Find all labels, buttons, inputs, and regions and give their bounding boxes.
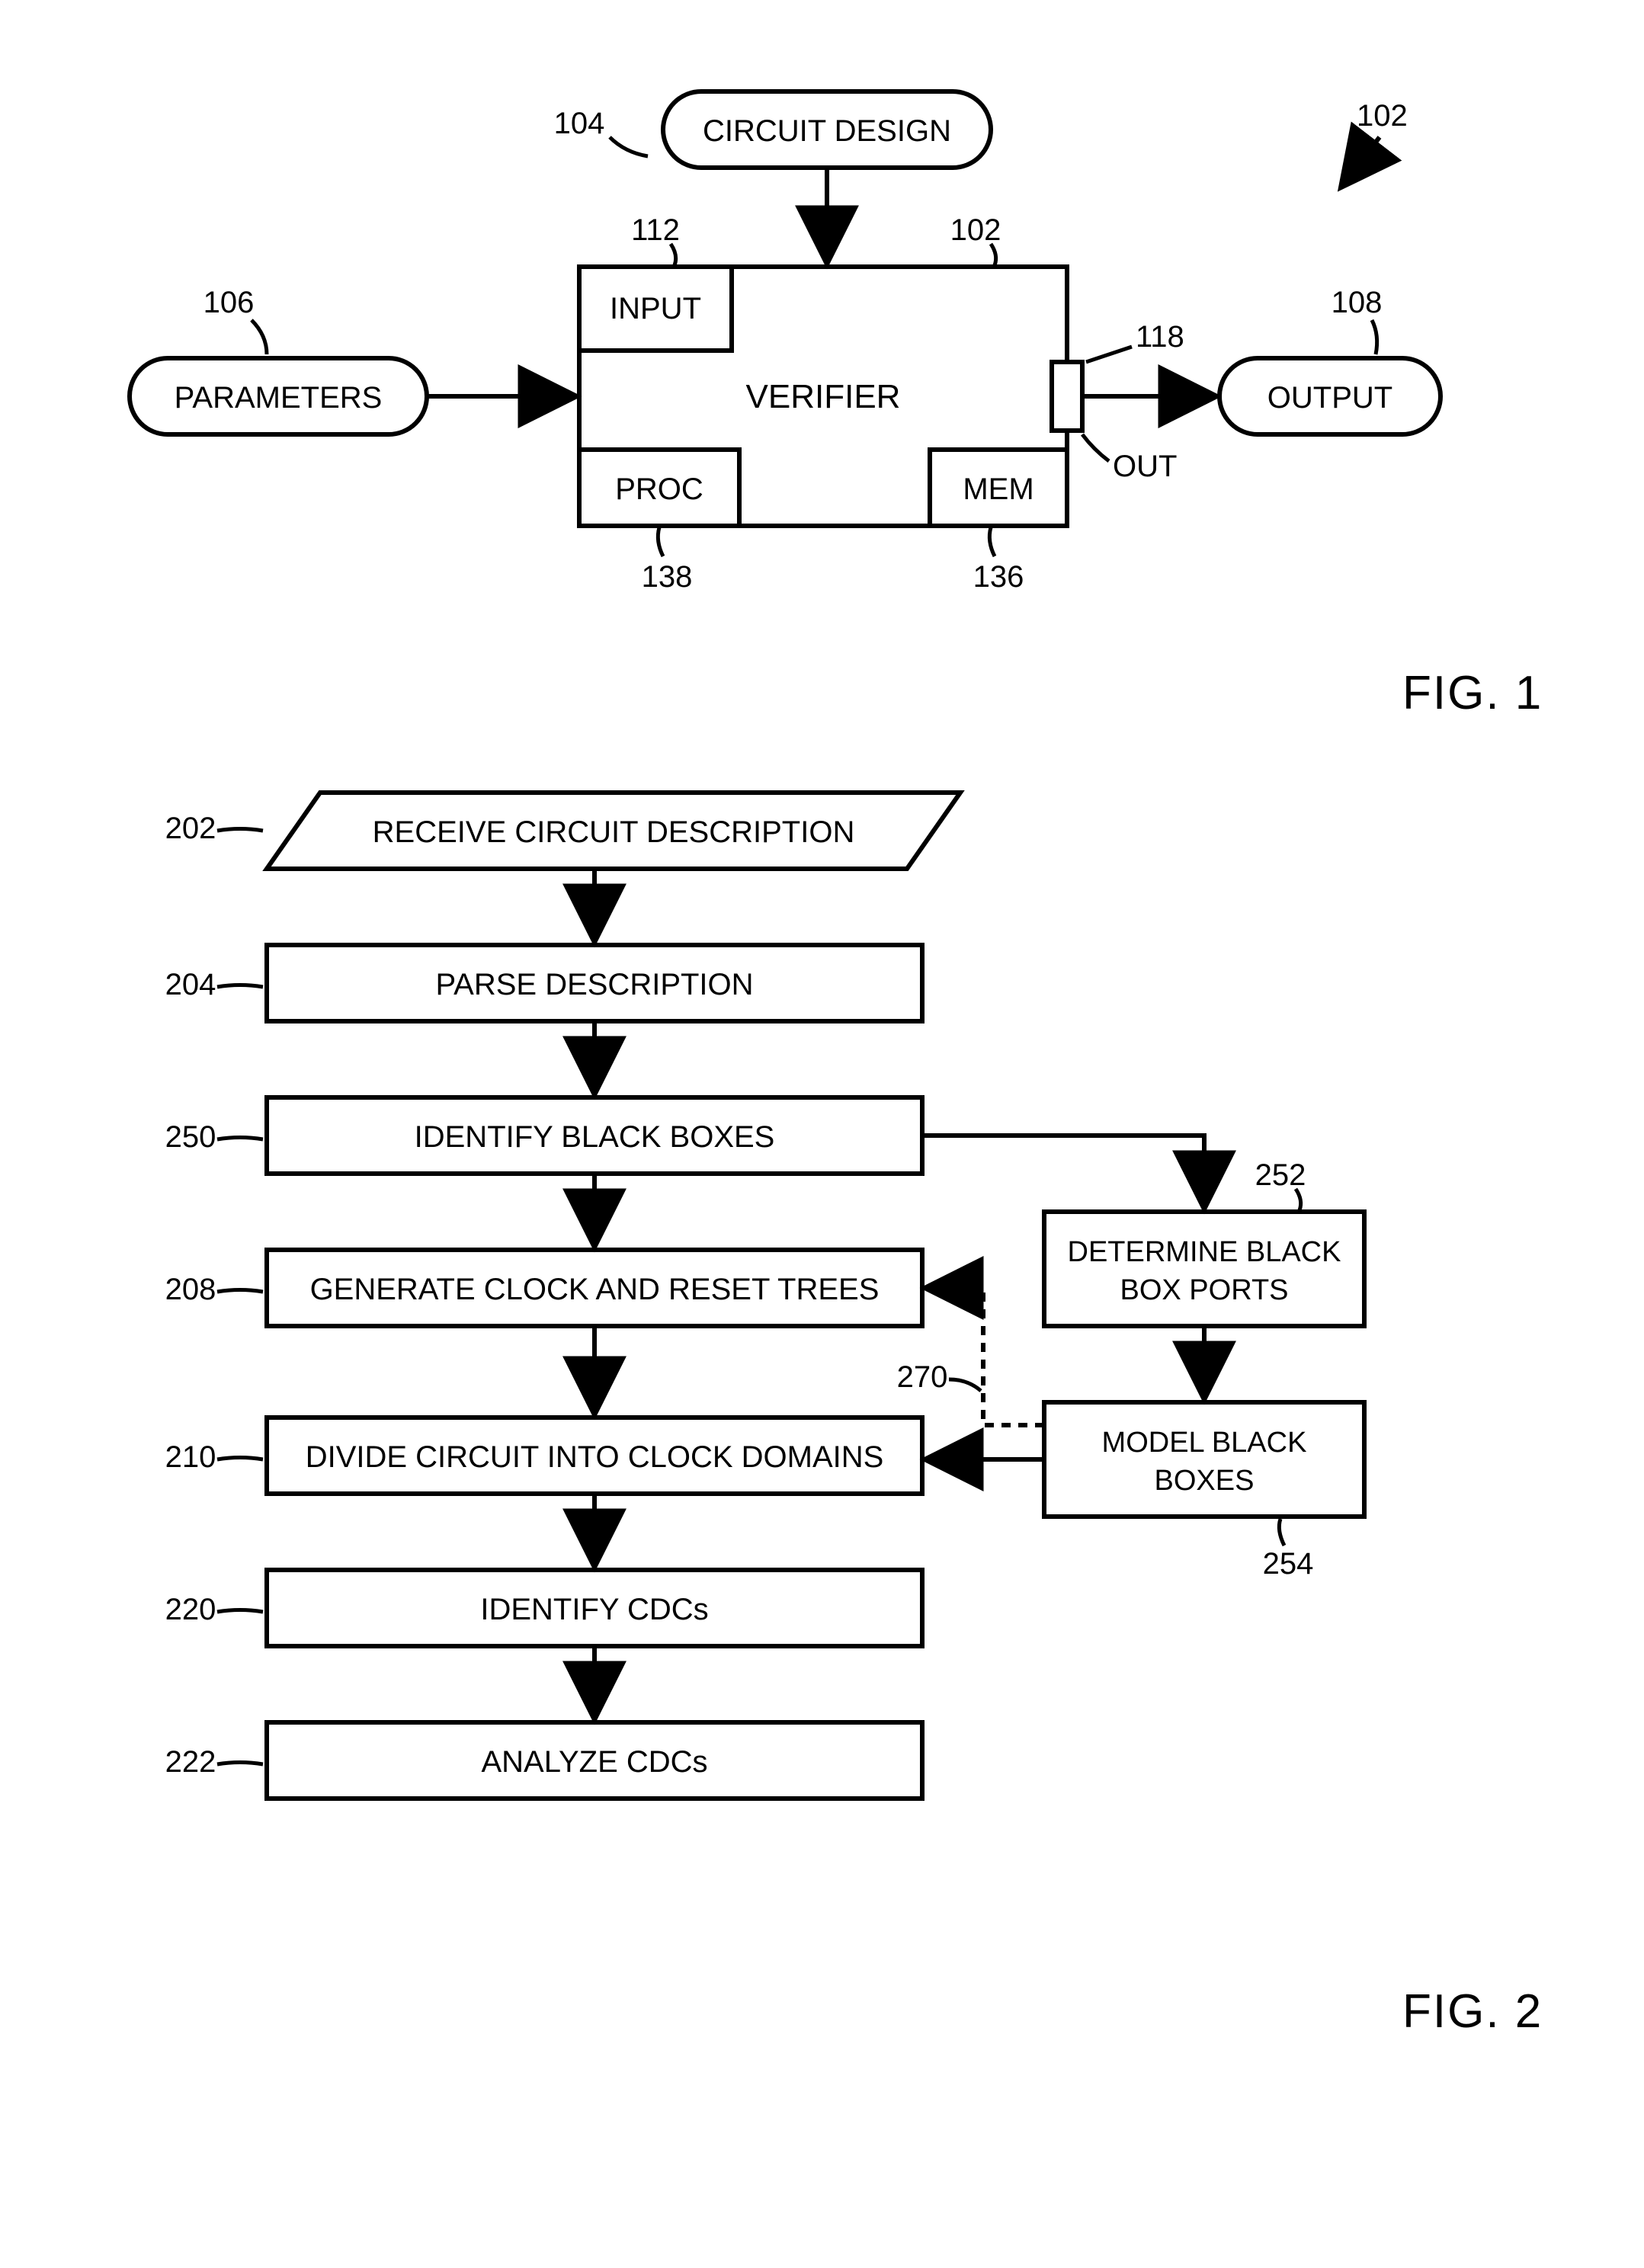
node-220-label: IDENTIFY CDCs	[480, 1593, 708, 1626]
ref-118-leader	[1086, 347, 1132, 362]
output-label: OUTPUT	[1267, 381, 1392, 415]
ref-112-leader	[671, 244, 676, 265]
ref-270: 270	[897, 1360, 948, 1394]
parameters-label: PARAMETERS	[175, 381, 383, 415]
proc-label: PROC	[615, 472, 703, 506]
input-label: INPUT	[610, 292, 701, 325]
ref-210-leader	[217, 1458, 263, 1460]
node-250-label: IDENTIFY BLACK BOXES	[415, 1120, 775, 1154]
ref-106: 106	[203, 286, 255, 319]
ref-202-leader	[217, 829, 263, 831]
node-254-label-2: BOXES	[1155, 1465, 1255, 1497]
ref-222-leader	[217, 1763, 263, 1765]
ref-254: 254	[1263, 1547, 1314, 1581]
ref-102-top-leader	[991, 244, 996, 265]
ref-136: 136	[973, 560, 1024, 594]
node-210-label: DIVIDE CIRCUIT INTO CLOCK DOMAINS	[306, 1440, 884, 1474]
node-204-label: PARSE DESCRIPTION	[435, 968, 753, 1001]
ref-104-leader	[610, 137, 648, 156]
ref-252: 252	[1255, 1158, 1306, 1192]
mem-label: MEM	[963, 472, 1034, 506]
out-leader	[1082, 434, 1109, 461]
node-202-label: RECEIVE CIRCUIT DESCRIPTION	[373, 815, 855, 849]
node-252-label-1: DETERMINE BLACK	[1068, 1236, 1341, 1268]
node-208-label: GENERATE CLOCK AND RESET TREES	[310, 1273, 880, 1306]
ref-254-leader	[1279, 1519, 1284, 1546]
fig1-label: FIG. 1	[1402, 667, 1543, 719]
ref-222: 222	[165, 1745, 216, 1779]
node-202: RECEIVE CIRCUIT DESCRIPTION	[267, 793, 960, 869]
proc-block: PROC	[579, 450, 739, 526]
ref-138-leader	[658, 527, 663, 556]
node-252: DETERMINE BLACK BOX PORTS	[1044, 1212, 1364, 1326]
ref-208: 208	[165, 1273, 216, 1306]
arrow-250-252	[922, 1136, 1204, 1208]
ref-106-leader	[252, 320, 267, 354]
node-220: IDENTIFY CDCs	[267, 1570, 922, 1646]
ref-220-leader	[217, 1610, 263, 1613]
node-254: MODEL BLACK BOXES	[1044, 1402, 1364, 1517]
node-208: GENERATE CLOCK AND RESET TREES	[267, 1250, 922, 1326]
ref-252-leader	[1296, 1189, 1301, 1210]
node-222-label: ANALYZE CDCs	[481, 1745, 707, 1779]
node-204: PARSE DESCRIPTION	[267, 945, 922, 1021]
out-label: OUT	[1113, 450, 1177, 483]
output-node: OUTPUT	[1219, 358, 1441, 434]
figure-2: RECEIVE CIRCUIT DESCRIPTION 202 PARSE DE…	[46, 732, 1598, 2180]
input-block: INPUT	[579, 267, 732, 351]
ref-250-leader	[217, 1138, 263, 1140]
ref-210: 210	[165, 1440, 216, 1474]
ref-136-leader	[989, 527, 995, 556]
ref-138: 138	[642, 560, 693, 594]
node-252-label-2: BOX PORTS	[1120, 1274, 1288, 1306]
node-210: DIVIDE CIRCUIT INTO CLOCK DOMAINS	[267, 1418, 922, 1494]
ref-208-leader	[217, 1290, 263, 1293]
figure-1: CIRCUIT DESIGN 104 102 PARAMETERS 106 OU…	[46, 46, 1598, 732]
ref-102-arrow	[1341, 137, 1380, 187]
ref-112: 112	[631, 213, 680, 247]
node-250: IDENTIFY BLACK BOXES	[267, 1097, 922, 1174]
ref-102-top: 102	[950, 213, 1001, 247]
verifier-label: VERIFIER	[746, 378, 901, 415]
ref-102-corner: 102	[1357, 99, 1408, 133]
circuit-design-node: CIRCUIT DESIGN	[663, 91, 991, 168]
node-254-label-1: MODEL BLACK	[1102, 1427, 1307, 1459]
node-222: ANALYZE CDCs	[267, 1722, 922, 1799]
ref-204: 204	[165, 968, 216, 1001]
ref-108-leader	[1372, 320, 1377, 354]
ref-250: 250	[165, 1120, 216, 1154]
ref-220: 220	[165, 1593, 216, 1626]
ref-108: 108	[1332, 286, 1383, 319]
ref-118: 118	[1136, 320, 1184, 354]
ref-104: 104	[554, 107, 605, 140]
parameters-node: PARAMETERS	[130, 358, 427, 434]
ref-202: 202	[165, 812, 216, 845]
ref-270-lieader	[949, 1379, 981, 1391]
out-tab	[1052, 362, 1082, 431]
circuit-design-label: CIRCUIT DESIGN	[703, 114, 951, 148]
ref-204-leader	[217, 985, 263, 988]
arrow-254-208-dashed	[926, 1288, 1044, 1425]
mem-block: MEM	[930, 450, 1067, 526]
fig2-label: FIG. 2	[1402, 1985, 1543, 2038]
